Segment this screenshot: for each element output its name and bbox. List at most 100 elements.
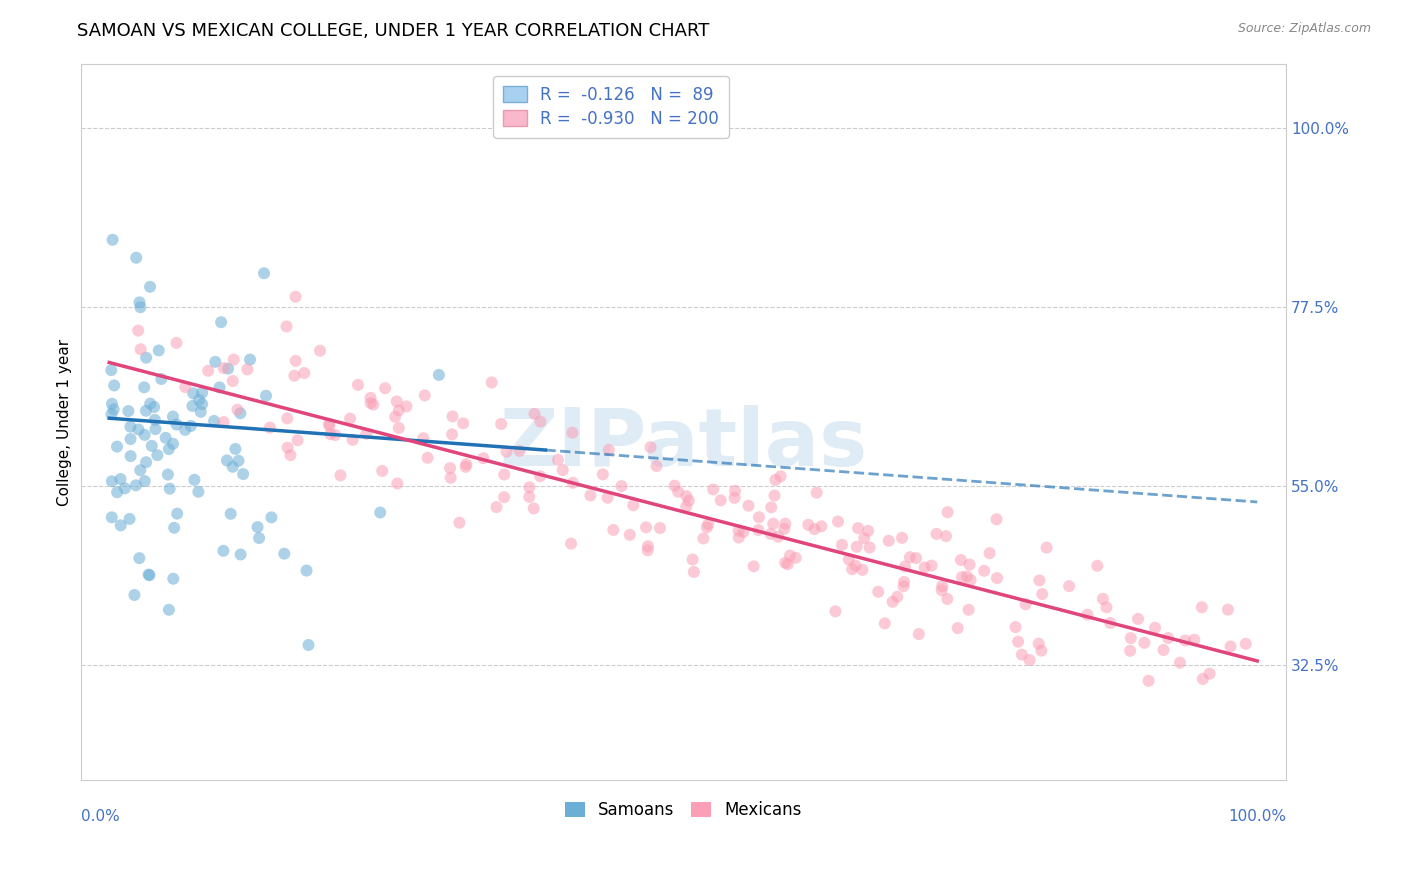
Point [702,483,724,497]
Point [723,491,745,505]
Point [387,476,409,491]
Point [162,572,184,586]
Point [472,451,495,466]
Point [1126,612,1149,626]
Point [935,529,957,543]
Point [246,520,269,534]
Point [284,290,307,304]
Point [276,319,298,334]
Point [914,560,936,574]
Point [197,364,219,378]
Point [239,352,262,367]
Point [637,543,659,558]
Point [388,403,411,417]
Point [166,335,188,350]
Text: ZIPatlas: ZIPatlas [499,405,868,483]
Point [1018,653,1040,667]
Point [775,516,797,531]
Point [141,439,163,453]
Point [129,300,152,314]
Point [114,482,136,496]
Point [319,427,342,442]
Point [1133,636,1156,650]
Point [485,500,508,515]
Point [226,402,249,417]
Point [696,520,718,534]
Point [127,324,149,338]
Point [120,432,142,446]
Point [551,463,574,477]
Point [949,553,972,567]
Point [384,409,406,424]
Point [1198,666,1220,681]
Point [439,461,461,475]
Point [851,563,873,577]
Point [318,418,340,433]
Point [329,468,352,483]
Point [208,380,231,394]
Point [759,526,782,541]
Point [309,343,332,358]
Point [183,473,205,487]
Point [986,512,1008,526]
Point [489,417,512,431]
Text: 0.0%: 0.0% [80,809,120,824]
Point [959,558,981,572]
Legend: Samoans, Mexicans: Samoans, Mexicans [558,795,808,826]
Point [547,453,569,467]
Point [368,506,391,520]
Point [877,533,900,548]
Point [873,616,896,631]
Point [456,457,478,471]
Point [157,442,180,456]
Point [931,583,953,598]
Point [529,469,551,483]
Point [138,567,160,582]
Point [733,524,755,539]
Point [636,520,658,534]
Point [893,579,915,593]
Point [187,484,209,499]
Point [146,448,169,462]
Point [831,538,853,552]
Point [188,392,211,407]
Point [925,527,948,541]
Point [596,491,619,505]
Point [162,436,184,450]
Point [1191,672,1213,686]
Point [761,500,783,515]
Point [101,475,124,489]
Point [494,467,516,482]
Point [181,399,204,413]
Point [1031,587,1053,601]
Point [619,528,641,542]
Point [259,420,281,434]
Point [323,428,346,442]
Point [1076,607,1098,622]
Point [157,603,180,617]
Point [1191,600,1213,615]
Point [166,417,188,432]
Point [950,570,973,584]
Point [621,498,644,512]
Point [360,396,382,410]
Point [219,507,242,521]
Point [135,351,157,365]
Point [763,489,786,503]
Point [841,562,863,576]
Point [824,604,846,618]
Point [806,485,828,500]
Point [174,380,197,394]
Point [441,409,464,424]
Point [138,568,160,582]
Point [412,431,434,445]
Point [1028,574,1050,588]
Point [318,417,340,431]
Point [143,413,166,427]
Point [1144,621,1167,635]
Point [560,536,582,550]
Point [579,488,602,502]
Point [1119,631,1142,645]
Point [229,406,252,420]
Point [162,409,184,424]
